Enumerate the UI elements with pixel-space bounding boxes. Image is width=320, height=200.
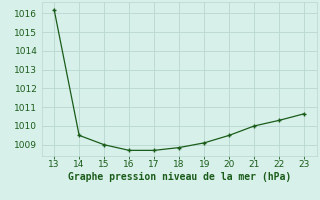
X-axis label: Graphe pression niveau de la mer (hPa): Graphe pression niveau de la mer (hPa): [68, 172, 291, 182]
